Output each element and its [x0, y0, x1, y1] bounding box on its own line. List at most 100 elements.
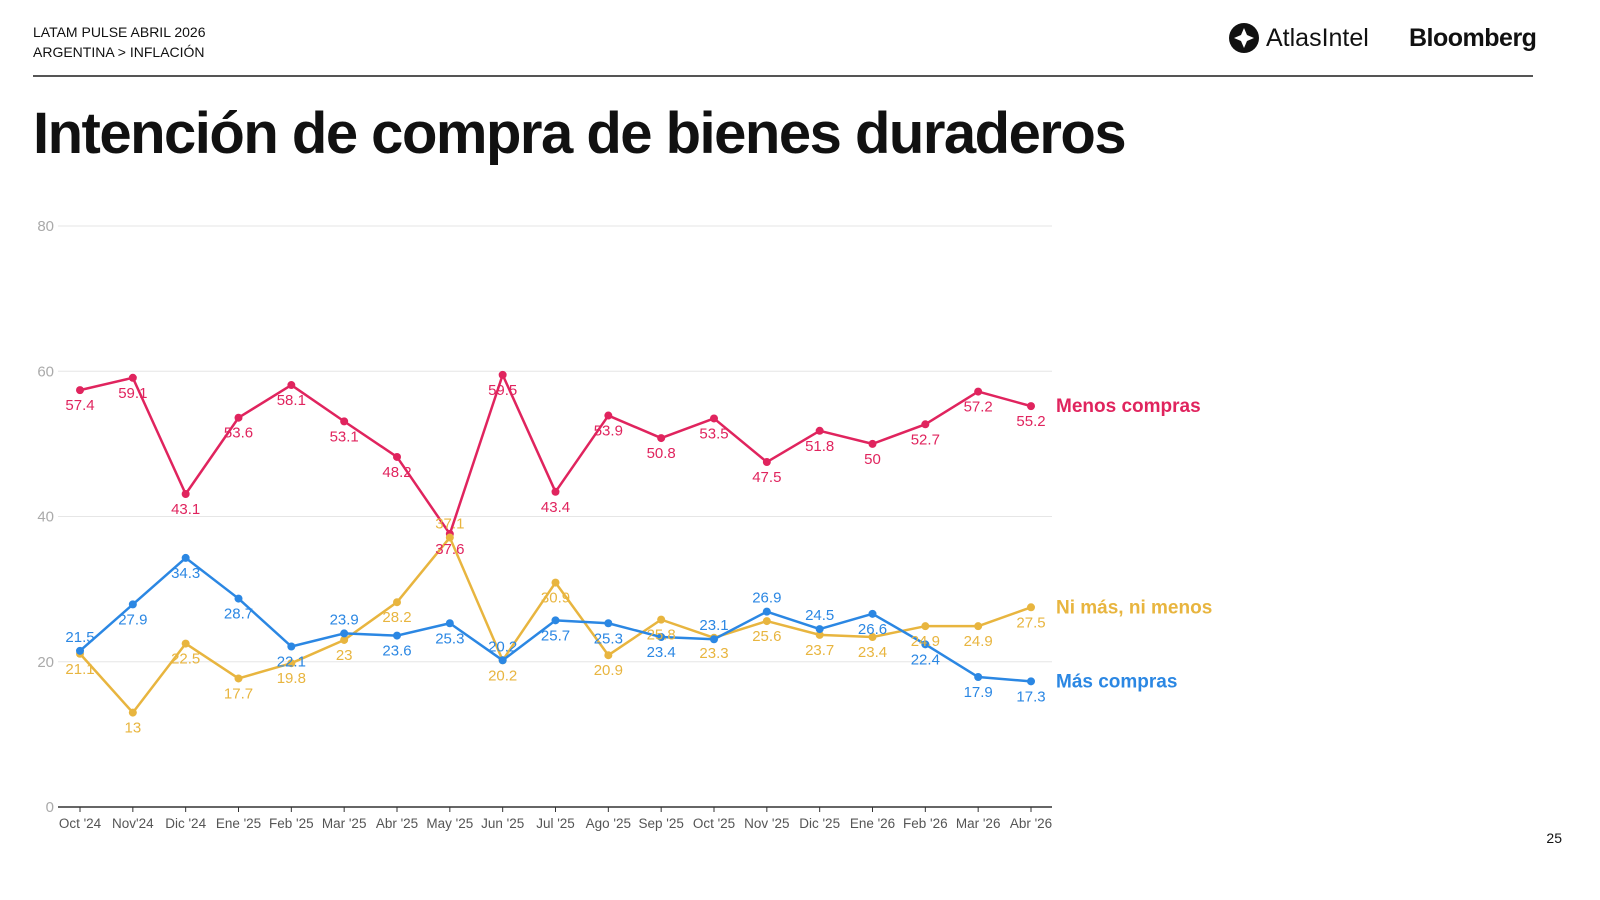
- series-legend-label: Ni más, ni menos: [1056, 597, 1212, 618]
- data-label: 17.9: [964, 684, 993, 701]
- data-label: 50: [864, 451, 881, 468]
- data-point: [762, 607, 771, 616]
- data-label: 23.7: [805, 642, 834, 659]
- data-label: 59.1: [118, 385, 147, 402]
- data-label: 20.9: [594, 662, 623, 679]
- data-point: [762, 617, 771, 626]
- data-point: [287, 642, 296, 651]
- data-point: [181, 553, 190, 562]
- data-point: [604, 619, 613, 628]
- atlas-logo-icon: [1229, 23, 1259, 53]
- data-label: 43.1: [171, 501, 200, 518]
- data-label: 51.8: [805, 438, 834, 455]
- data-label: 21.5: [65, 629, 94, 646]
- data-point: [128, 600, 137, 609]
- data-label: 23: [336, 647, 353, 664]
- data-label: 23.6: [382, 643, 411, 660]
- x-tick-label: Mar '26: [956, 816, 1001, 831]
- page-number: 25: [1546, 830, 1562, 846]
- data-point: [181, 639, 190, 648]
- data-label: 23.4: [858, 644, 887, 661]
- data-label: 25.3: [594, 630, 623, 647]
- y-tick-label: 80: [37, 218, 54, 235]
- data-label: 50.8: [647, 445, 676, 462]
- data-label: 53.6: [224, 425, 253, 442]
- series-legend-label: Menos compras: [1056, 396, 1201, 417]
- data-label: 37.6: [435, 541, 464, 558]
- data-point: [974, 673, 983, 682]
- data-point: [604, 411, 613, 420]
- data-label: 23.9: [330, 611, 359, 628]
- data-label: 20.2: [488, 667, 517, 684]
- data-label: 25.8: [647, 627, 676, 644]
- x-tick-label: Sep '25: [638, 816, 683, 831]
- series-legend-label: Más compras: [1056, 671, 1177, 692]
- data-point: [551, 487, 560, 496]
- x-tick-label: Abr '26: [1010, 816, 1052, 831]
- y-tick-label: 0: [46, 799, 54, 816]
- data-point: [76, 386, 84, 395]
- x-tick-label: Jul '25: [536, 816, 575, 831]
- data-label: 23.1: [699, 617, 728, 634]
- data-point: [76, 646, 84, 655]
- report-header: LATAM PULSE ABRIL 2026 ARGENTINA > INFLA…: [33, 22, 206, 62]
- y-tick-label: 40: [37, 509, 54, 526]
- data-label: 25.7: [541, 627, 570, 644]
- data-label: 28.2: [382, 609, 411, 626]
- breadcrumb: ARGENTINA > INFLACIÓN: [33, 44, 205, 60]
- data-point: [551, 616, 560, 625]
- data-label: 22.5: [171, 651, 200, 668]
- data-point: [393, 631, 401, 640]
- data-point: [181, 489, 190, 498]
- data-point: [657, 615, 666, 624]
- data-label: 17.7: [224, 685, 253, 702]
- data-label: 22.4: [911, 651, 940, 668]
- data-point: [1027, 402, 1035, 411]
- data-point: [604, 651, 613, 660]
- data-label: 25.6: [752, 628, 781, 645]
- data-label: 57.2: [964, 399, 993, 416]
- report-title-line: LATAM PULSE ABRIL 2026: [33, 24, 206, 40]
- data-label: 24.9: [964, 633, 993, 650]
- data-point: [234, 594, 243, 603]
- data-label: 52.7: [911, 431, 940, 448]
- data-point: [815, 630, 824, 639]
- data-label: 43.4: [541, 499, 570, 516]
- data-point: [657, 434, 666, 443]
- data-label: 20.2: [488, 638, 517, 655]
- x-tick-label: Ene '25: [216, 816, 261, 831]
- data-label: 53.9: [594, 423, 623, 440]
- data-label: 48.2: [382, 464, 411, 481]
- data-point: [815, 426, 824, 435]
- y-tick-label: 20: [37, 654, 54, 671]
- data-point: [498, 656, 507, 665]
- x-tick-label: Oct '24: [59, 816, 102, 831]
- x-tick-label: Oct '25: [693, 816, 735, 831]
- data-point: [393, 452, 401, 461]
- data-label: 17.3: [1016, 688, 1045, 705]
- y-tick-label: 60: [37, 363, 54, 380]
- data-label: 47.5: [752, 469, 781, 486]
- data-label: 24.9: [911, 633, 940, 650]
- x-tick-label: Mar '25: [322, 816, 367, 831]
- data-point: [868, 633, 877, 642]
- data-label: 23.4: [647, 644, 676, 661]
- x-tick-label: Ago '25: [586, 816, 631, 831]
- data-label: 24.5: [805, 607, 834, 624]
- x-tick-label: Abr '25: [376, 816, 418, 831]
- atlas-logo-text: AtlasIntel: [1266, 23, 1369, 52]
- x-tick-label: Feb '26: [903, 816, 948, 831]
- data-point: [287, 381, 296, 390]
- x-tick-label: Nov '25: [744, 816, 789, 831]
- data-point: [921, 640, 930, 649]
- data-label: 53.1: [330, 428, 359, 445]
- data-label: 57.4: [65, 397, 94, 414]
- x-tick-label: Nov'24: [112, 816, 154, 831]
- data-point: [128, 373, 137, 382]
- data-label: 13: [124, 720, 141, 737]
- data-point: [1027, 603, 1035, 612]
- data-point: [815, 625, 824, 634]
- data-point: [974, 387, 983, 396]
- x-tick-label: May '25: [426, 816, 473, 831]
